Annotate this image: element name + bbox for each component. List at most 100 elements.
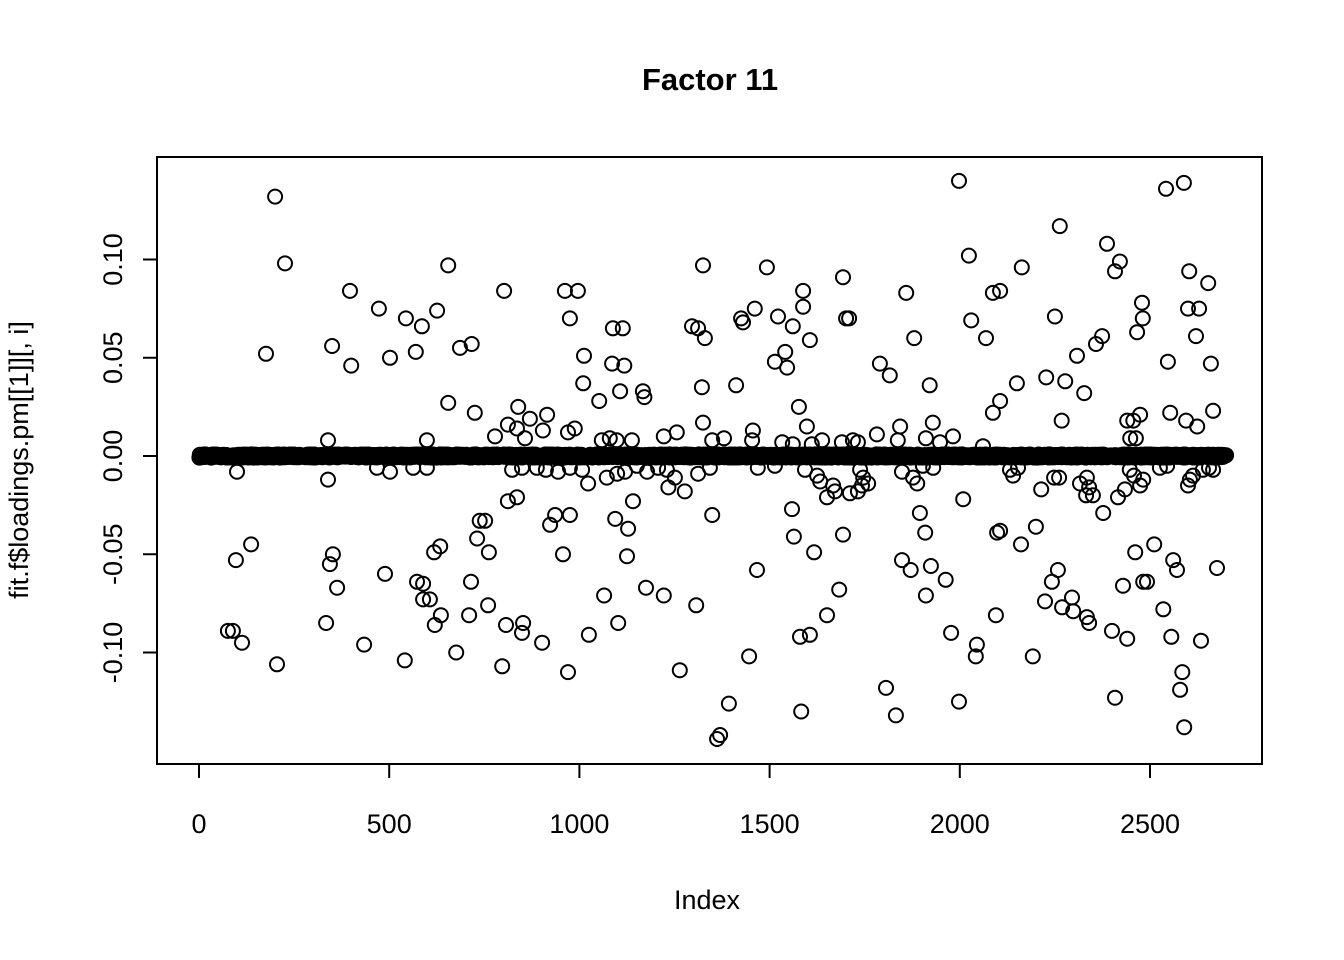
data-point-marker xyxy=(1008,375,1025,392)
data-point-marker xyxy=(418,432,435,449)
data-point-marker xyxy=(766,457,783,474)
data-point-marker xyxy=(1205,461,1222,478)
data-point-marker xyxy=(243,536,260,553)
data-point-marker xyxy=(1051,218,1068,235)
data-point-marker xyxy=(1038,369,1055,386)
data-point-marker xyxy=(1122,430,1139,447)
data-point-marker xyxy=(785,528,802,545)
data-point-marker xyxy=(770,308,786,325)
data-point-marker xyxy=(415,591,432,608)
data-point-marker xyxy=(466,404,483,421)
data-point-marker xyxy=(1180,300,1196,317)
data-point-marker xyxy=(701,459,718,476)
data-point-marker xyxy=(616,357,633,374)
y-tick-label: -0.10 xyxy=(98,622,128,684)
data-point-marker xyxy=(1175,174,1192,191)
data-point-marker xyxy=(619,548,635,565)
data-point-marker xyxy=(560,664,576,681)
data-point-marker xyxy=(1205,402,1222,419)
data-point-marker xyxy=(650,459,667,476)
data-point-marker xyxy=(1107,263,1123,280)
data-point-marker xyxy=(1064,589,1080,606)
data-point-marker xyxy=(432,607,449,624)
data-point-marker xyxy=(608,432,625,449)
data-point-marker xyxy=(575,375,592,392)
data-point-marker xyxy=(227,552,244,569)
data-point-marker xyxy=(871,355,888,372)
data-point-marker xyxy=(693,379,710,396)
data-point-marker xyxy=(704,507,721,523)
data-point-marker xyxy=(1076,385,1093,402)
data-point-marker xyxy=(1162,404,1179,421)
data-point-marker xyxy=(1084,487,1101,504)
data-point-marker xyxy=(494,658,511,675)
data-point-marker xyxy=(413,318,430,335)
data-point-marker xyxy=(1188,328,1204,345)
data-point-marker xyxy=(917,524,934,541)
data-point-marker xyxy=(480,597,497,614)
data-point-marker xyxy=(735,314,751,331)
data-point-marker xyxy=(835,526,851,543)
data-point-marker xyxy=(1046,308,1063,325)
data-point-marker xyxy=(463,336,480,352)
data-point-marker xyxy=(1151,459,1168,476)
data-point-marker xyxy=(609,465,626,482)
data-point-marker xyxy=(638,579,654,596)
data-point-marker xyxy=(234,634,250,651)
data-point-marker xyxy=(1104,622,1120,639)
data-point-marker xyxy=(758,259,775,276)
data-point-marker xyxy=(666,469,683,486)
data-point-marker xyxy=(634,383,651,400)
data-point-marker xyxy=(1127,430,1144,447)
data-point-marker xyxy=(601,430,618,447)
data-point-marker xyxy=(831,581,848,598)
data-point-marker xyxy=(819,607,835,624)
data-point-marker xyxy=(696,330,713,347)
data-point-marker xyxy=(655,428,672,445)
data-point-marker xyxy=(795,298,812,315)
data-point-marker xyxy=(833,434,850,451)
data-point-marker xyxy=(555,546,571,563)
data-point-marker xyxy=(1111,253,1128,270)
data-point-marker xyxy=(784,501,800,518)
data-point-marker xyxy=(852,461,869,478)
data-point-marker xyxy=(1158,180,1174,197)
data-point-marker xyxy=(1169,562,1185,578)
data-point-marker xyxy=(1159,457,1176,474)
data-point-marker xyxy=(539,406,556,423)
data-point-marker xyxy=(849,434,866,451)
data-point-marker xyxy=(448,644,465,661)
data-point-marker xyxy=(356,636,373,653)
data-point-marker xyxy=(1174,664,1191,681)
data-point-marker xyxy=(370,300,387,317)
data-point-marker xyxy=(1134,310,1151,327)
data-point-marker xyxy=(1127,544,1144,561)
data-point-marker xyxy=(329,579,346,596)
data-point-marker xyxy=(320,471,336,488)
data-point-marker xyxy=(561,507,578,523)
data-point-marker xyxy=(277,255,293,272)
x-tick-label: 2500 xyxy=(1120,809,1180,839)
y-axis-label: fit.f$loadings.pm[[1]][, i] xyxy=(4,321,34,599)
data-point-marker xyxy=(914,457,931,474)
data-point-marker xyxy=(561,310,578,327)
x-tick-label: 0 xyxy=(191,809,206,839)
data-point-marker xyxy=(668,424,685,441)
data-point-marker xyxy=(676,483,693,500)
data-point-marker xyxy=(827,483,843,500)
data-point-marker xyxy=(744,432,761,449)
data-point-marker xyxy=(591,393,608,409)
data-point-marker xyxy=(784,318,801,335)
data-point-marker xyxy=(671,662,688,679)
data-point-marker xyxy=(967,648,984,665)
data-point-marker xyxy=(925,459,942,476)
data-point-marker xyxy=(801,332,818,349)
data-point-marker xyxy=(561,459,578,476)
data-point-marker xyxy=(471,512,488,529)
data-point-marker xyxy=(469,530,486,547)
data-point-marker xyxy=(709,731,726,747)
data-point-marker xyxy=(1005,467,1022,484)
data-point-marker xyxy=(1081,615,1098,631)
data-point-marker xyxy=(1129,324,1146,341)
